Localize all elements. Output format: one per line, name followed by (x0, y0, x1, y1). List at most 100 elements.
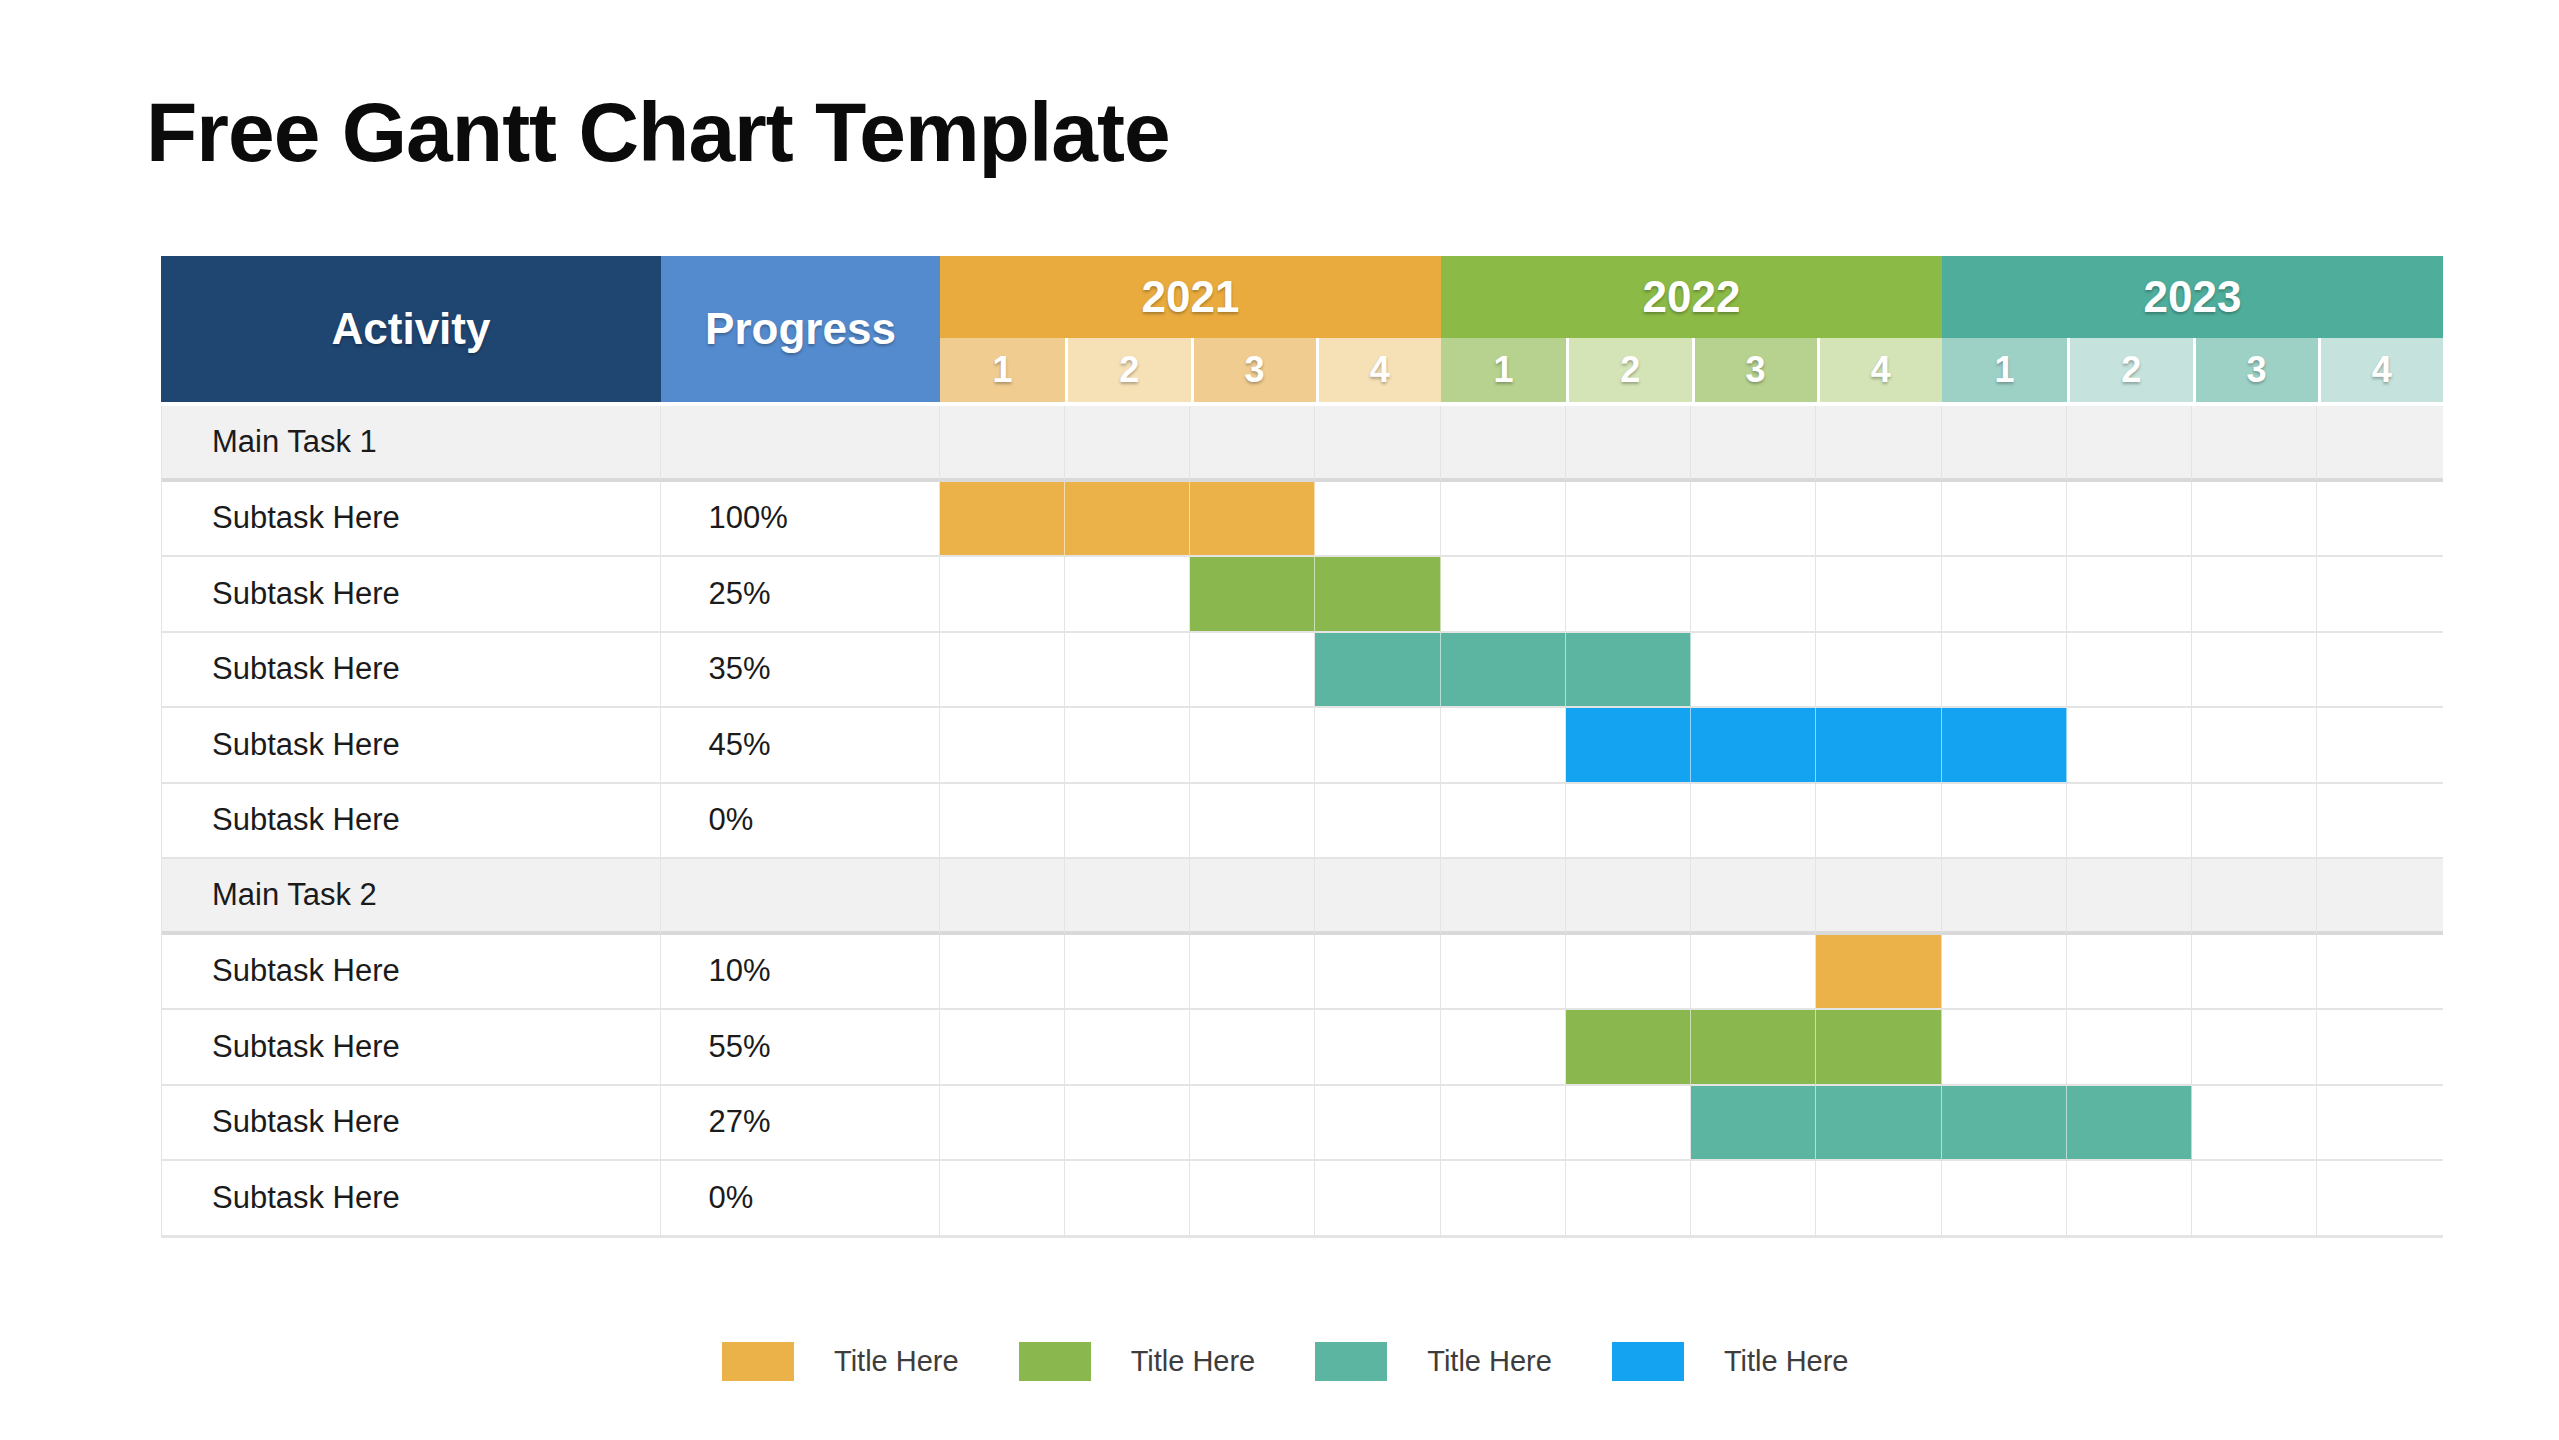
quarter-cell (1566, 557, 1691, 633)
quarter-cell (940, 708, 1065, 784)
gantt-bar-segment (1190, 557, 1315, 633)
quarter-cell (1691, 482, 1816, 558)
gantt-bar-segment (1065, 482, 1190, 558)
quarter-cell (1315, 784, 1440, 860)
quarter-cell (1441, 708, 1566, 784)
activity-cell: Main Task 2 (162, 859, 661, 935)
progress-cell: 0% (661, 1161, 940, 1237)
quarter-cell (1315, 482, 1440, 558)
quarter-cell (1691, 859, 1816, 935)
quarter-cell (1566, 859, 1691, 935)
quarter-cell (1942, 1010, 2067, 1086)
quarter-header-cell: 3 (2193, 338, 2318, 402)
quarter-cell (2192, 708, 2317, 784)
gantt-bar-segment (1315, 557, 1440, 633)
gantt-bar-segment (1691, 1010, 1816, 1086)
quarter-cell (1942, 406, 2067, 482)
quarter-cell (940, 1161, 1065, 1237)
quarter-cell (1065, 1010, 1190, 1086)
legend-swatch (1315, 1342, 1387, 1381)
quarter-cell (1190, 1010, 1315, 1086)
quarter-cell (1190, 708, 1315, 784)
legend-swatch (1612, 1342, 1684, 1381)
gantt-bar-segment (1315, 633, 1440, 709)
quarter-cell (2192, 406, 2317, 482)
quarter-cell (2317, 1161, 2442, 1237)
quarter-cell (1566, 406, 1691, 482)
quarter-header-cell: 4 (1316, 338, 1441, 402)
gantt-bar-segment (2067, 1086, 2192, 1162)
quarter-cell (1315, 1161, 1440, 1237)
quarter-cell (1691, 557, 1816, 633)
quarter-cell (1190, 1086, 1315, 1162)
quarter-cell (1566, 1086, 1691, 1162)
gantt-bar-segment (1566, 708, 1691, 784)
table-header: Activity Progress 2021123420221234202312… (161, 256, 2443, 406)
quarter-cell (1691, 1161, 1816, 1237)
quarter-header-cell: 4 (1817, 338, 1942, 402)
gantt-bar-segment (1190, 482, 1315, 558)
legend-label: Title Here (1131, 1345, 1256, 1378)
quarter-cell (1566, 482, 1691, 558)
quarter-cell (2317, 859, 2442, 935)
subtask-row: Subtask Here10% (162, 935, 2442, 1011)
legend: Title HereTitle HereTitle HereTitle Here (722, 1342, 1849, 1381)
quarter-cell (1065, 1161, 1190, 1237)
quarter-cell (2192, 859, 2317, 935)
activity-column-header: Activity (161, 256, 661, 402)
quarter-header-cell: 1 (1942, 338, 2067, 402)
legend-label: Title Here (1724, 1345, 1849, 1378)
gantt-bar-segment (1691, 1086, 1816, 1162)
legend-label: Title Here (834, 1345, 959, 1378)
quarter-cell (1441, 406, 1566, 482)
quarter-cell (1942, 482, 2067, 558)
quarter-cell (2317, 633, 2442, 709)
gantt-bar-segment (1566, 633, 1691, 709)
gantt-bar-segment (1566, 1010, 1691, 1086)
quarter-cell (1441, 859, 1566, 935)
quarter-cell (1942, 1161, 2067, 1237)
quarter-cell (1942, 935, 2067, 1011)
quarter-cell (2067, 784, 2192, 860)
quarter-cell (1566, 1161, 1691, 1237)
quarter-cell (1441, 482, 1566, 558)
quarter-cell (2317, 935, 2442, 1011)
quarter-cell (2317, 784, 2442, 860)
quarter-cell (2067, 935, 2192, 1011)
quarter-cell (1566, 935, 1691, 1011)
activity-cell: Subtask Here (162, 1010, 661, 1086)
quarter-cell (2317, 406, 2442, 482)
gantt-bar-segment (1942, 708, 2067, 784)
year-header-cell: 2022 (1441, 256, 1942, 338)
quarter-cell (2192, 557, 2317, 633)
progress-column-header: Progress (661, 256, 940, 402)
quarter-cell (2317, 708, 2442, 784)
gantt-bar-segment (1942, 1086, 2067, 1162)
quarter-cell (2192, 1161, 2317, 1237)
quarter-cell (2192, 1010, 2317, 1086)
quarter-cell (1065, 708, 1190, 784)
quarter-cell (1566, 784, 1691, 860)
quarter-cell (1065, 406, 1190, 482)
quarter-cell (1441, 935, 1566, 1011)
legend-swatch (722, 1342, 794, 1381)
page-title: Free Gantt Chart Template (146, 86, 1170, 178)
progress-cell: 45% (661, 708, 940, 784)
quarter-cell (1315, 935, 1440, 1011)
quarter-cell (1190, 406, 1315, 482)
quarter-cell (940, 633, 1065, 709)
quarter-cell (2067, 859, 2192, 935)
quarter-cell (1190, 784, 1315, 860)
quarter-cell (1816, 784, 1941, 860)
quarter-cell (2192, 784, 2317, 860)
quarter-cell (1816, 482, 1941, 558)
activity-cell: Subtask Here (162, 633, 661, 709)
quarter-cell (1816, 633, 1941, 709)
quarter-cell (1190, 633, 1315, 709)
progress-cell: 100% (661, 482, 940, 558)
quarter-cell (1190, 859, 1315, 935)
activity-cell: Subtask Here (162, 482, 661, 558)
quarter-cell (940, 935, 1065, 1011)
quarter-cell (1065, 557, 1190, 633)
quarter-cell (2317, 482, 2442, 558)
